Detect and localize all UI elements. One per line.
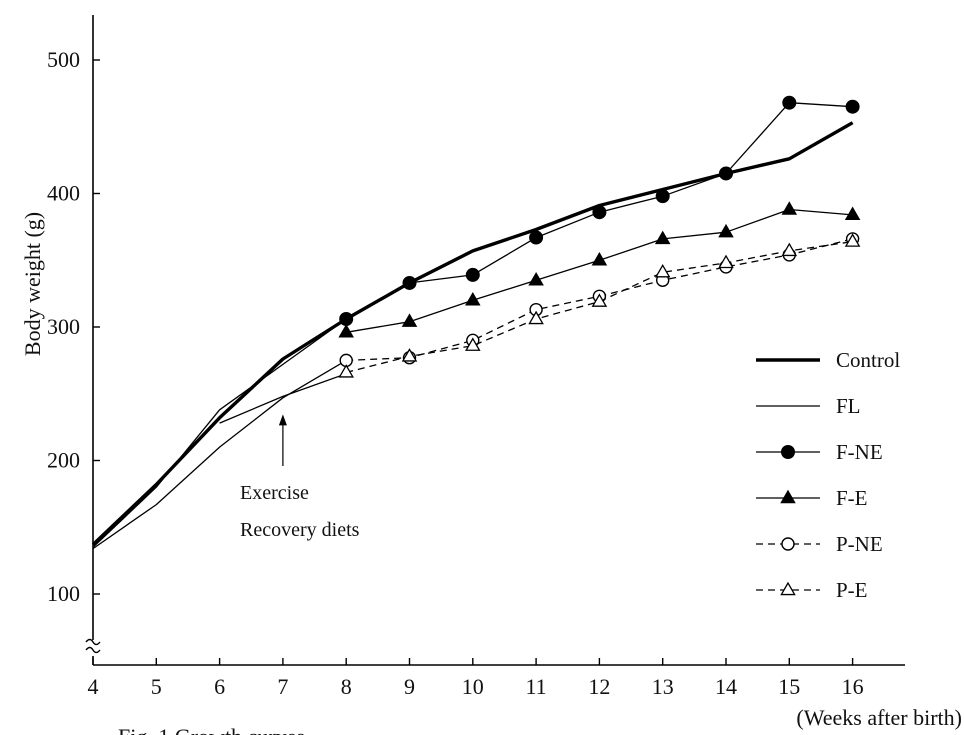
x-tick-label: 13 (652, 674, 674, 699)
x-tick-label: 11 (526, 674, 547, 699)
series-control (91, 121, 854, 546)
x-tick-label: 8 (341, 674, 352, 699)
legend-label-f-ne: F-NE (836, 440, 883, 464)
legend-label-f-e: F-E (836, 486, 868, 510)
data-point-p-e (338, 364, 354, 378)
data-point-p-e (465, 337, 481, 351)
data-point-f-e (591, 251, 608, 266)
series-line-control (91, 121, 854, 546)
data-point-f-ne (402, 275, 417, 290)
data-point-f-ne (719, 166, 733, 181)
series-line-fl (219, 373, 347, 424)
legend-item-f-ne: F-NE (756, 440, 883, 464)
data-point-f-ne (655, 189, 670, 204)
data-point-f-ne (339, 311, 354, 326)
annotation-line-2: Recovery diets (240, 519, 360, 541)
data-point-p-e (401, 348, 418, 362)
y-tick-label: 300 (47, 314, 80, 339)
x-tick-label: 10 (462, 674, 484, 699)
data-point-p-e (528, 310, 544, 325)
legend-marker-f-e (780, 489, 796, 504)
x-tick-label: 4 (88, 674, 99, 699)
legend-label-p-ne: P-NE (836, 532, 883, 556)
series-fl (92, 318, 347, 548)
y-tick-label: 400 (47, 181, 80, 206)
data-point-f-e (401, 313, 418, 327)
series-line-fl (92, 318, 347, 548)
legend-label-control: Control (836, 348, 900, 372)
x-axis-label: (Weeks after birth) (796, 705, 962, 730)
x-tick-label: 15 (778, 674, 800, 699)
x-tick-label: 5 (151, 674, 162, 699)
legend-item-fl: FL (756, 394, 861, 418)
data-point-p-e (718, 254, 734, 269)
x-tick-label: 12 (588, 674, 610, 699)
x-tick-label: 9 (404, 674, 415, 699)
series-f-ne (339, 95, 860, 326)
x-tick-label: 7 (277, 674, 288, 699)
series-line-f-e (346, 208, 853, 333)
figure-caption: Fig. 1 Growth curves (118, 724, 305, 735)
data-point-p-e (591, 293, 608, 307)
data-point-f-e (781, 201, 798, 215)
x-tick-label: 16 (842, 674, 864, 699)
axes: 4 5 6 7 8 9 10 11 12 13 14 15 16 100 200 300 400 500 (47, 15, 905, 699)
data-point-f-ne (782, 95, 797, 110)
axis-break-mark-lower (85, 646, 101, 654)
annotation-line-1: Exercise (240, 482, 309, 504)
data-point-f-ne (592, 205, 607, 220)
axis-break-mark-upper (85, 638, 101, 646)
data-point-f-e (844, 206, 861, 221)
legend-marker-p-ne (781, 537, 795, 551)
legend-marker-p-e (780, 581, 796, 596)
data-point-f-e (338, 324, 354, 338)
exercise-annotation: Exercise Recovery diets (240, 414, 360, 541)
data-point-f-e (528, 271, 544, 286)
legend-item-f-e: F-E (756, 486, 868, 510)
legend-label-fl: FL (836, 394, 861, 418)
legend-item-p-e: P-E (756, 578, 868, 602)
series-layer (91, 95, 861, 550)
series-line-fl (92, 359, 347, 550)
series-fl (92, 359, 347, 550)
series-p-e (338, 233, 861, 378)
series-line-p-e (346, 240, 853, 374)
series-f-e (338, 201, 861, 338)
legend-item-control: Control (756, 348, 900, 372)
legend-marker-f-ne (781, 445, 795, 459)
data-point-p-e (654, 263, 671, 278)
annotation-arrow-head (278, 414, 287, 426)
x-tick-label: 14 (715, 674, 737, 699)
series-fl (219, 373, 347, 424)
y-axis-label: Body weight (g) (20, 212, 45, 356)
x-tick-label: 6 (214, 674, 225, 699)
data-point-f-e (718, 223, 734, 238)
data-point-f-e (654, 230, 671, 245)
data-point-f-ne (465, 267, 480, 282)
data-point-p-e (781, 242, 798, 257)
data-point-f-ne (529, 230, 544, 245)
y-tick-label: 200 (47, 448, 80, 473)
y-tick-label: 500 (47, 47, 80, 72)
y-tick-label: 100 (47, 581, 80, 606)
legend-label-p-e: P-E (836, 578, 868, 602)
data-point-p-e (844, 233, 861, 247)
data-point-f-e (465, 291, 481, 306)
data-point-f-ne (845, 99, 860, 114)
legend: Control FL F-NE F-E P-NE P-E (756, 348, 900, 602)
legend-item-p-ne: P-NE (756, 532, 883, 556)
